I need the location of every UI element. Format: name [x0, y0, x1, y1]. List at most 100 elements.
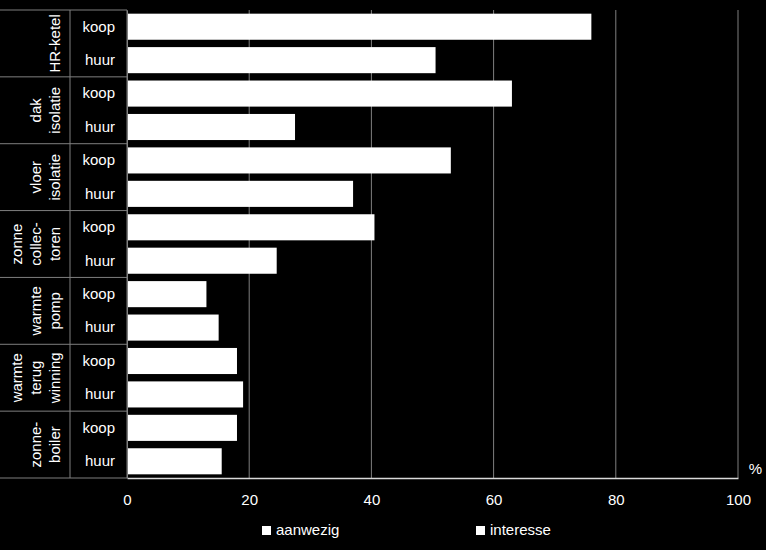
group-label: warmte	[27, 286, 44, 336]
bar	[127, 81, 512, 107]
y-tick: huur	[85, 51, 127, 68]
y-tick: huur	[85, 252, 127, 269]
y-tick: koop	[82, 18, 127, 35]
bar	[127, 248, 277, 274]
y-tick: koop	[82, 151, 127, 168]
bar	[127, 448, 222, 474]
y-tick-label: koop	[82, 151, 115, 168]
x-tick: 100	[726, 478, 751, 508]
y-axis-line	[127, 11, 128, 479]
legend-swatch	[262, 526, 271, 535]
legend-label: interesse	[490, 521, 551, 538]
group-label: terug	[27, 361, 44, 395]
group-separator	[0, 277, 127, 278]
y-tick-label: huur	[85, 252, 115, 269]
bar	[127, 214, 374, 240]
group-label: winning	[46, 352, 63, 404]
group-label: zonne-	[27, 422, 44, 468]
y-tick: huur	[85, 318, 127, 335]
group-separator	[0, 143, 127, 144]
group-separator	[0, 10, 127, 11]
x-tick-label: 60	[486, 491, 503, 508]
group-label: warmte	[8, 353, 25, 403]
y-tick-label: huur	[85, 118, 115, 135]
grid-line	[249, 10, 250, 478]
y-tick-label: koop	[82, 18, 115, 35]
group-column-line	[70, 10, 71, 478]
bar	[127, 114, 295, 140]
x-tick: 0	[123, 478, 131, 508]
grid-line	[738, 10, 739, 478]
y-tick-label: koop	[82, 419, 115, 436]
bar	[127, 14, 591, 40]
x-tick: 80	[608, 478, 625, 508]
x-tick-label: 0	[123, 491, 131, 508]
group-label: zonne	[8, 224, 25, 265]
group-label: collec-	[27, 222, 44, 265]
grid-line	[127, 10, 128, 478]
group-separator	[0, 344, 127, 345]
group-label: pomp	[46, 292, 63, 330]
y-tick: koop	[82, 352, 127, 369]
y-tick: koop	[82, 285, 127, 302]
grid	[127, 10, 738, 478]
group-label: boiler	[46, 426, 63, 463]
group-label: vloer	[27, 161, 44, 194]
plot: 020406080100koophuurkoophuurkoophuurkoop…	[82, 10, 751, 508]
x-axis-label: %	[749, 460, 762, 477]
grid-line	[371, 10, 372, 478]
y-tick-label: koop	[82, 285, 115, 302]
x-tick-label: 100	[726, 491, 751, 508]
y-tick-label: koop	[82, 218, 115, 235]
group-separator	[0, 76, 127, 77]
legend: aanwezig interesse	[262, 521, 551, 538]
y-tick-label: huur	[85, 185, 115, 202]
group-separator	[0, 210, 127, 211]
bar	[127, 147, 451, 173]
y-tick-label: huur	[85, 385, 115, 402]
y-tick: huur	[85, 118, 127, 135]
y-tick-label: koop	[82, 352, 115, 369]
x-tick-label: 80	[608, 491, 625, 508]
legend-swatch	[476, 526, 485, 535]
x-tick: 20	[241, 478, 258, 508]
x-tick-label: 40	[364, 491, 381, 508]
y-tick: huur	[85, 385, 127, 402]
bar	[127, 281, 206, 307]
bar	[127, 47, 436, 73]
bar	[127, 315, 219, 341]
x-axis-line	[128, 478, 739, 480]
x-tick: 60	[486, 478, 503, 508]
bar	[127, 348, 237, 374]
group-separator	[0, 478, 127, 479]
legend-label: aanwezig	[276, 521, 339, 538]
y-tick-label: huur	[85, 318, 115, 335]
bar	[127, 415, 237, 441]
grid-line	[615, 10, 616, 478]
y-tick-label: huur	[85, 452, 115, 469]
bars	[127, 14, 591, 475]
x-axis: 0 20 40 60 80 100	[123, 478, 751, 508]
y-tick: koop	[82, 84, 127, 101]
y-tick: huur	[85, 185, 127, 202]
grid-line	[493, 10, 494, 478]
bar	[127, 381, 243, 407]
group-separator	[0, 411, 127, 412]
chart-svg: 020406080100koophuurkoophuurkoophuurkoop…	[0, 0, 766, 550]
y-axis: koop huur koop huur koop huur koop huur koop huur…	[82, 11, 127, 479]
y-tick-label: koop	[82, 84, 115, 101]
group-label: HR-ketel	[46, 14, 63, 72]
group-label: toren	[46, 227, 63, 261]
y-tick-label: huur	[85, 51, 115, 68]
group-labels: HR-keteldakisolatievloerisolatiezonnecol…	[8, 14, 63, 467]
group-label: isolatie	[46, 154, 63, 201]
bar	[127, 181, 353, 207]
x-tick-label: 20	[241, 491, 258, 508]
y-tick: koop	[82, 218, 127, 235]
group-separators	[0, 10, 127, 478]
background	[0, 0, 766, 550]
y-tick: koop	[82, 419, 127, 436]
chart-container: 020406080100koophuurkoophuurkoophuurkoop…	[0, 0, 766, 550]
group-label: isolatie	[46, 87, 63, 134]
group-label: dak	[27, 98, 44, 123]
